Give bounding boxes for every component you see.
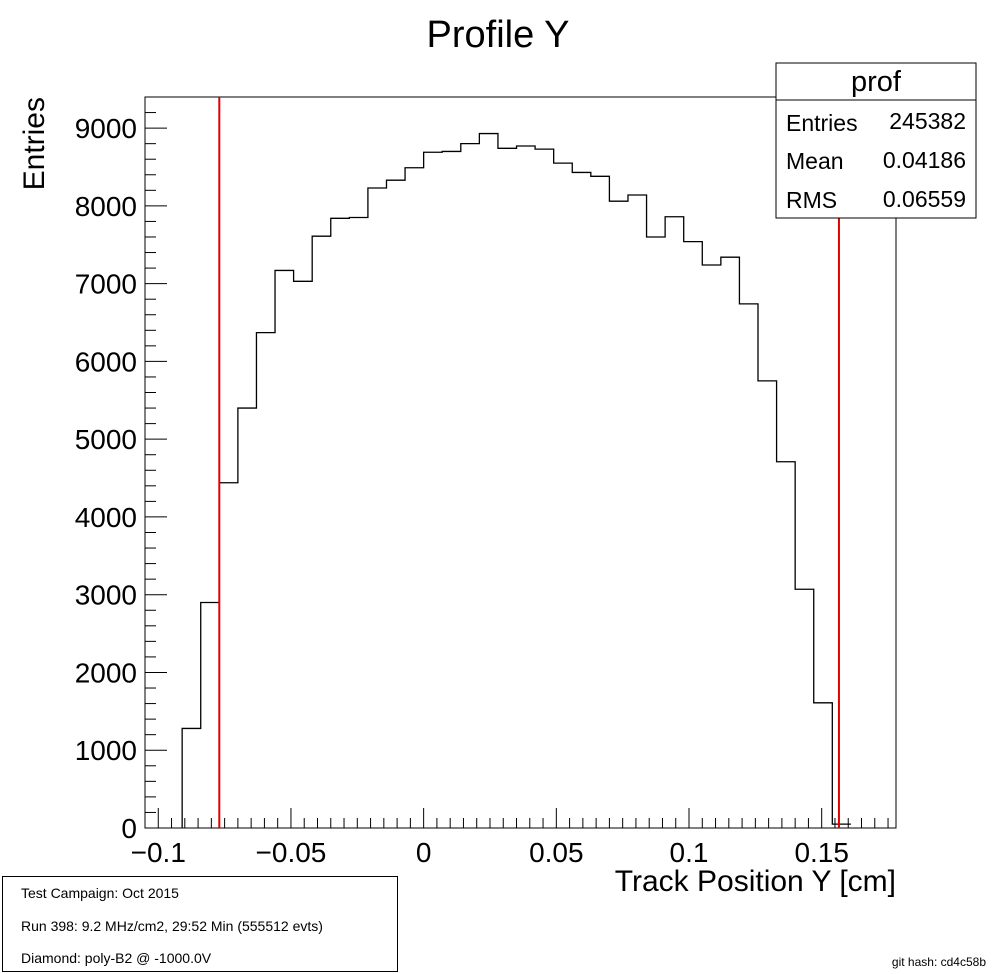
plot-frame [144,96,897,829]
histogram-bin [795,589,814,828]
histogram-bin [219,483,238,828]
histogram-bin [368,188,387,828]
x-tick-label: 0.05 [529,837,584,868]
stats-rms-label: RMS [786,187,837,213]
x-tick-label: 0.1 [670,837,709,868]
histogram-bin [721,257,740,828]
stats-box-frame [775,62,977,219]
y-axis-label: Entries [18,97,51,190]
x-axis-label: Track Position Y [cm] [615,865,896,898]
histogram-bin [386,180,405,828]
histogram-bin [684,242,703,828]
histogram-bin [702,265,721,828]
y-tick-label: 8000 [75,191,137,222]
histogram-bin [517,146,536,828]
histogram-bin [758,381,777,828]
x-tick-label: 0 [416,837,432,868]
chart-title: Profile Y [427,14,570,56]
histogram-bin [349,218,368,828]
x-tick-label: −0.1 [131,837,186,868]
stats-rms-value: 0.06559 [883,186,966,212]
histogram-bin [461,144,480,828]
stats-mean-value: 0.04186 [883,147,966,173]
histogram-bin [312,236,331,828]
histogram-bin [442,151,461,828]
histogram-bin [275,270,294,828]
histogram-bin [665,217,684,828]
diamond-info-text: Diamond: poly-B2 @ -1000.0V [21,950,212,966]
y-tick-label: 3000 [75,580,137,611]
histogram-bin [609,201,628,828]
histogram-bin [498,148,517,828]
histogram-outline [181,132,851,828]
histogram-bin [294,281,313,828]
histogram-bins [182,134,851,828]
histogram-bin [182,728,201,828]
histogram-bin [739,304,758,828]
histogram-bin [572,172,591,828]
histogram-bin [424,152,443,828]
git-hash-text: git hash: cd4c58b [891,955,986,969]
y-tick-label: 4000 [75,502,137,533]
cut-lines [218,97,840,828]
stats-mean-label: Mean [786,148,844,174]
y-axis-ticks [145,96,167,829]
stats-title: prof [851,66,902,98]
histogram-bin [535,149,554,828]
histogram-bin [554,163,573,828]
y-tick-label: 0 [121,813,137,844]
run-info-box: Test Campaign: Oct 2015 Run 398: 9.2 MHz… [2,876,398,972]
histogram-bin [777,462,796,828]
y-tick-label: 9000 [75,113,137,144]
histogram-bin [405,168,424,828]
y-tick-label: 2000 [75,657,137,688]
y-tick-label: 1000 [75,735,137,766]
y-tick-label: 7000 [75,269,137,300]
histogram-bin [628,195,647,828]
histogram-bin [814,703,833,828]
test-campaign-text: Test Campaign: Oct 2015 [21,885,179,901]
x-axis-tick-labels: −0.1 −0.05 0 0.05 0.1 0.15 [131,837,849,868]
x-tick-label: −0.05 [256,837,327,868]
stats-entries-value: 245382 [889,108,966,134]
stats-box: prof Entries 245382 Mean 0.04186 RMS 0.0… [775,62,977,219]
histogram-bin [647,237,666,828]
run-details-text: Run 398: 9.2 MHz/cm2, 29:52 Min (555512 … [21,918,323,934]
y-tick-label: 6000 [75,346,137,377]
histogram-bin [591,176,610,828]
histogram-bin [832,824,851,828]
histogram-bin [256,333,275,828]
x-tick-label: 0.15 [794,837,849,868]
x-axis-ticks [144,808,889,828]
histogram-bin [201,602,220,828]
histogram-bin [479,134,498,828]
histogram-bin [238,408,257,828]
y-tick-label: 5000 [75,424,137,455]
y-axis-tick-labels: 0 1000 2000 3000 4000 5000 6000 7000 8000 9000 [75,113,137,844]
stats-entries-label: Entries [786,110,858,136]
histogram-bin [331,218,350,828]
